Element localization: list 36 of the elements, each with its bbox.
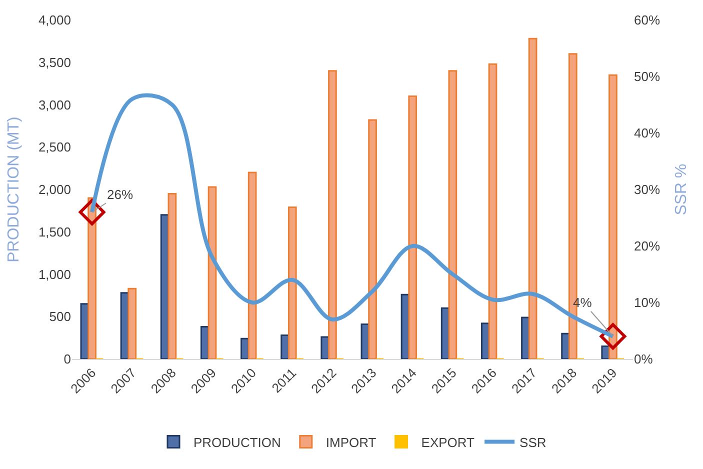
bar — [288, 206, 297, 359]
y2-tick-label: 10% — [634, 295, 660, 310]
y-tick-label: 4,000 — [38, 12, 71, 28]
y-tick-label: 1,500 — [38, 224, 71, 240]
bar — [448, 70, 458, 359]
y2-tick-label: 0% — [634, 352, 654, 367]
y-tick-label: 0 — [64, 352, 71, 367]
y-tick-label: 1,000 — [38, 266, 71, 282]
bar — [408, 96, 418, 359]
y-tick-label: 3,500 — [38, 54, 71, 70]
bar — [248, 172, 257, 359]
legend-label: EXPORT — [421, 434, 475, 450]
y2-tick-label: 20% — [634, 238, 660, 254]
bar — [88, 197, 96, 359]
y-axis-title: PRODUCTION (MT) — [5, 116, 22, 262]
y2-axis-title: SSR % — [673, 164, 690, 216]
bar — [608, 74, 618, 359]
bar — [168, 192, 177, 359]
y-tick-label: 2,000 — [38, 182, 71, 198]
y-tick-label: 500 — [49, 309, 71, 324]
legend-label: SSR — [520, 434, 546, 450]
y-tick-label: 2,500 — [38, 140, 71, 155]
bar — [528, 38, 538, 359]
legend-label: IMPORT — [326, 434, 376, 450]
bar — [208, 186, 217, 359]
bar — [328, 70, 337, 359]
y-tick-label: 3,000 — [38, 97, 71, 112]
y2-tick-label: 40% — [634, 126, 660, 141]
bar — [128, 288, 137, 359]
y2-tick-label: 30% — [634, 182, 660, 198]
y2-tick-label: 50% — [634, 69, 660, 84]
y2-tick-label: 60% — [634, 12, 660, 28]
bar — [488, 63, 498, 359]
annotation: 26% — [107, 187, 134, 202]
legend-label: PRODUCTION — [194, 434, 281, 450]
bar — [368, 119, 377, 359]
